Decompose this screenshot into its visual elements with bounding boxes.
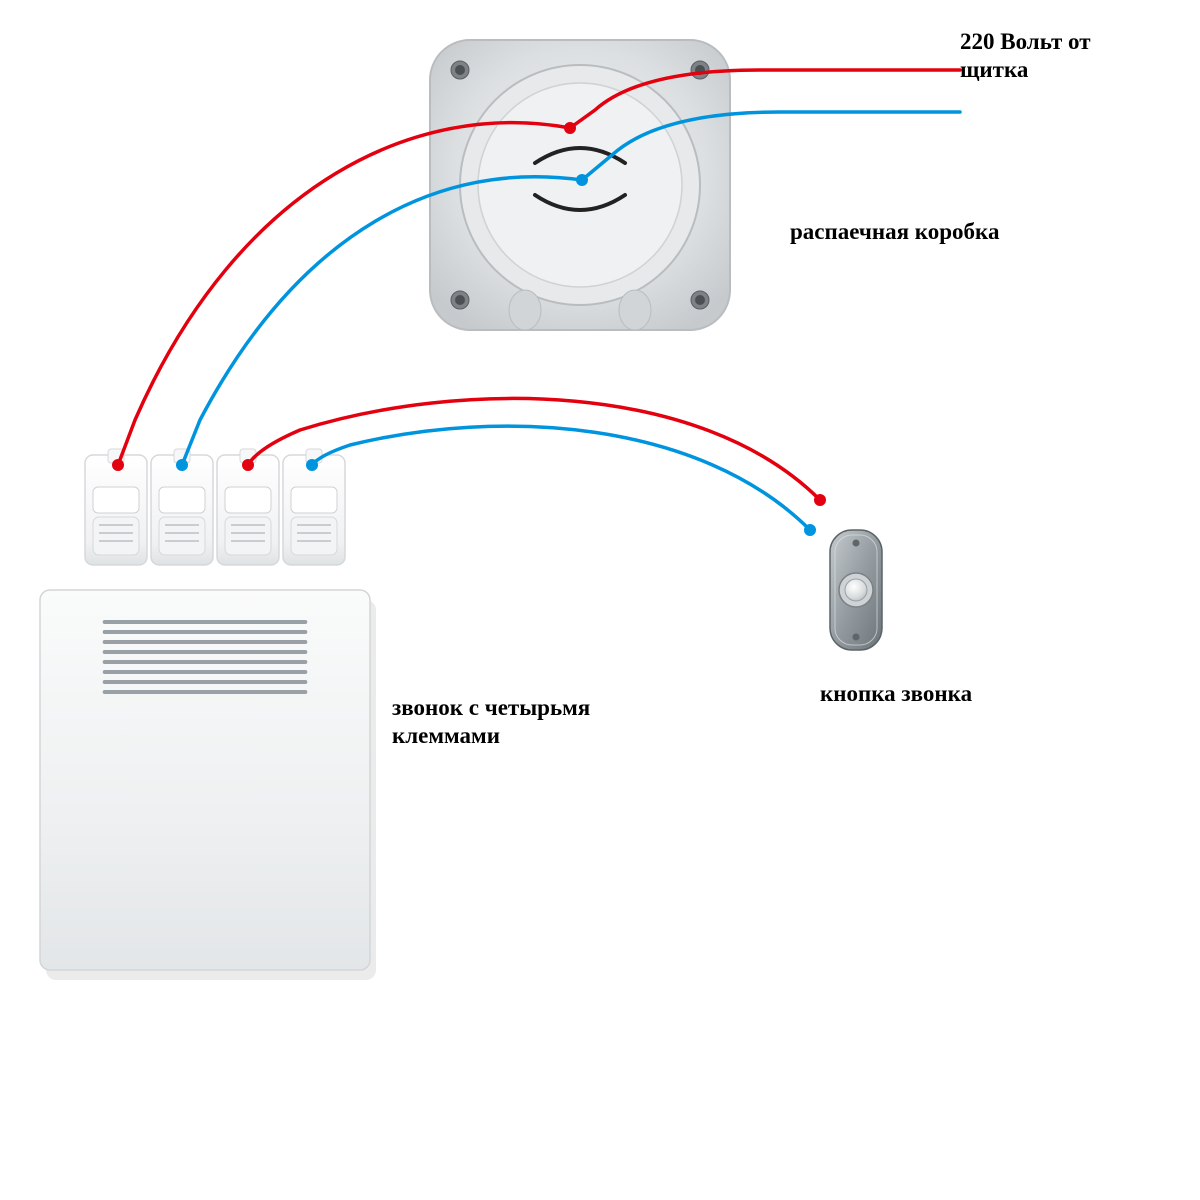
junction-box: [430, 40, 730, 330]
label-doorbell: звонок с четырьмя клеммами: [392, 694, 590, 749]
doorbell-button: [830, 530, 882, 650]
label-power-supply: 220 Вольт от щитка: [960, 28, 1091, 83]
label-button: кнопка звонка: [820, 680, 972, 708]
label-junction-box: распаечная коробка: [790, 218, 999, 246]
wires: [112, 70, 960, 536]
wiring-diagram: [0, 0, 1200, 1200]
doorbell-chime: [40, 590, 376, 980]
terminal-block: [85, 449, 345, 565]
